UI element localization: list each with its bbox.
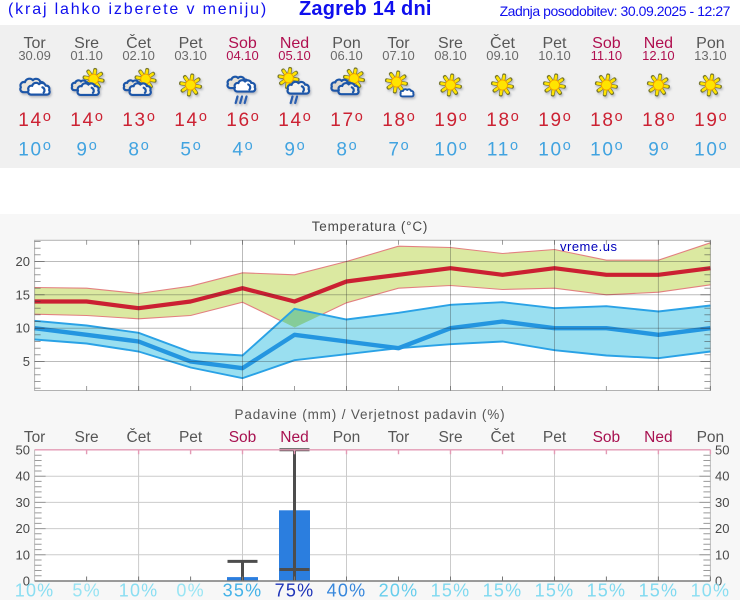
- svg-text:75%: 75%: [275, 581, 315, 600]
- svg-text:20: 20: [715, 521, 729, 536]
- svg-text:Pet: Pet: [543, 429, 567, 446]
- svg-text:Ned: Ned: [644, 429, 672, 446]
- svg-text:15%: 15%: [587, 581, 627, 600]
- svg-text:15%: 15%: [483, 581, 523, 600]
- svg-text:20: 20: [16, 521, 30, 536]
- svg-text:Temperatura (°C): Temperatura (°C): [312, 219, 428, 234]
- svg-text:Sre: Sre: [438, 429, 462, 446]
- svg-text:Tor: Tor: [388, 429, 410, 446]
- svg-text:30: 30: [16, 495, 30, 510]
- svg-text:15%: 15%: [535, 581, 575, 600]
- svg-text:Ned: Ned: [280, 429, 308, 446]
- svg-text:Tor: Tor: [24, 429, 46, 446]
- svg-text:Sob: Sob: [593, 429, 621, 446]
- svg-text:10%: 10%: [15, 581, 55, 600]
- svg-text:10: 10: [16, 547, 30, 562]
- svg-text:35%: 35%: [223, 581, 263, 600]
- svg-text:Čet: Čet: [490, 429, 515, 446]
- svg-text:10%: 10%: [691, 581, 731, 600]
- svg-text:Padavine (mm) / Verjetnost pad: Padavine (mm) / Verjetnost padavin (%): [235, 407, 506, 422]
- svg-text:40%: 40%: [327, 581, 367, 600]
- svg-text:Sre: Sre: [75, 429, 99, 446]
- svg-text:15%: 15%: [431, 581, 471, 600]
- svg-text:0: 0: [23, 574, 30, 589]
- svg-text:15%: 15%: [639, 581, 679, 600]
- svg-text:40: 40: [16, 469, 30, 484]
- svg-text:50: 50: [16, 443, 30, 458]
- svg-text:vreme.us: vreme.us: [560, 239, 617, 254]
- svg-text:10%: 10%: [119, 581, 159, 600]
- svg-text:Čet: Čet: [127, 429, 152, 446]
- svg-text:5%: 5%: [72, 581, 100, 600]
- svg-text:5: 5: [23, 354, 30, 369]
- svg-text:10: 10: [715, 547, 729, 562]
- svg-text:10: 10: [16, 321, 30, 336]
- svg-text:Sob: Sob: [229, 429, 257, 446]
- svg-text:20: 20: [16, 254, 30, 269]
- svg-text:30: 30: [715, 495, 729, 510]
- svg-text:0%: 0%: [176, 581, 204, 600]
- svg-text:20%: 20%: [379, 581, 419, 600]
- svg-text:Pon: Pon: [697, 429, 725, 446]
- svg-text:15: 15: [16, 287, 30, 302]
- svg-text:40: 40: [715, 469, 729, 484]
- svg-text:0: 0: [715, 574, 722, 589]
- svg-text:Pon: Pon: [333, 429, 361, 446]
- svg-text:Pet: Pet: [179, 429, 203, 446]
- svg-text:50: 50: [715, 443, 729, 458]
